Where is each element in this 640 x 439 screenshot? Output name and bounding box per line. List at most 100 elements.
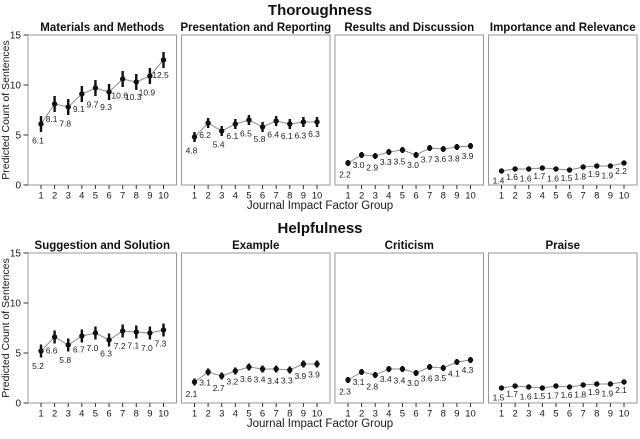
- data-point: [160, 57, 167, 63]
- x-tick-label: 4: [79, 191, 84, 202]
- series-line: [347, 359, 471, 381]
- value-label: 1.6: [547, 174, 559, 184]
- data-point: [38, 121, 44, 127]
- data-point: [454, 144, 460, 150]
- value-label: 7.2: [114, 341, 126, 351]
- data-point: [300, 119, 307, 125]
- value-label: 10.6: [111, 91, 128, 101]
- data-point: [65, 342, 71, 348]
- panel-box: [334, 252, 484, 404]
- panel-box: [488, 34, 638, 186]
- y-axis-label: Predicted Count of Sentences: [0, 40, 12, 180]
- value-label: 3.4: [394, 376, 406, 386]
- x-tick-label: 4: [233, 191, 238, 202]
- panel-title: Criticism: [385, 240, 434, 252]
- value-label: 1.5: [533, 391, 545, 401]
- x-tick-label: 2: [512, 409, 517, 420]
- x-tick-label: 8: [594, 191, 599, 202]
- value-label: 1.6: [506, 172, 518, 182]
- x-tick-label: 2: [512, 191, 517, 202]
- x-axis-label-top: Journal Impact Factor Group: [246, 200, 394, 212]
- data-point: [259, 124, 266, 130]
- value-label: 1.9: [588, 169, 600, 179]
- x-tick-label: 10: [465, 191, 476, 202]
- x-tick-label: 7: [427, 191, 432, 202]
- x-tick-label: 8: [441, 191, 446, 202]
- x-tick-label: 10: [465, 409, 476, 420]
- value-label: 1.5: [493, 393, 505, 403]
- value-label: 2.2: [615, 166, 627, 176]
- x-tick-label: 9: [454, 409, 459, 420]
- panel-title: Materials and Methods: [40, 22, 164, 34]
- value-label: 2.1: [615, 385, 627, 395]
- data-point: [287, 367, 293, 373]
- x-tick-label: 2: [205, 409, 210, 420]
- panel-title: Presentation and Reporting: [180, 22, 331, 34]
- panel-title: Example: [232, 240, 279, 252]
- data-point: [273, 118, 279, 124]
- data-point: [246, 364, 252, 370]
- value-label: 3.6: [240, 374, 252, 384]
- value-label: 9.7: [87, 100, 99, 110]
- x-tick-label: 6: [106, 409, 111, 420]
- data-point: [607, 381, 614, 387]
- value-label: 1.7: [547, 391, 559, 401]
- x-tick-label: 8: [134, 191, 139, 202]
- panel-title: Results and Discussion: [344, 22, 474, 34]
- x-tick-label: 4: [386, 409, 391, 420]
- x-tick-label: 2: [52, 409, 57, 420]
- data-point: [300, 361, 307, 367]
- data-point: [119, 328, 126, 334]
- data-point: [287, 121, 293, 127]
- x-tick-label: 3: [219, 191, 224, 202]
- data-point: [79, 333, 85, 339]
- value-label: 4.8: [186, 146, 198, 156]
- value-label: 3.6: [434, 154, 446, 164]
- x-tick-label: 7: [581, 409, 586, 420]
- x-tick-label: 2: [205, 191, 210, 202]
- value-label: 6.4: [267, 130, 279, 140]
- data-point: [498, 385, 505, 391]
- data-point: [580, 382, 586, 388]
- x-tick-label: 6: [260, 191, 265, 202]
- x-tick-label: 1: [192, 409, 197, 420]
- x-tick-label: 4: [79, 409, 84, 420]
- value-label: 3.4: [380, 374, 392, 384]
- data-point: [566, 384, 573, 390]
- x-tick-label: 7: [274, 409, 279, 420]
- value-label: 5.4: [213, 140, 225, 150]
- panel-box: [488, 252, 638, 404]
- x-tick-label: 7: [120, 409, 125, 420]
- value-label: 3.9: [462, 151, 474, 161]
- data-point: [413, 152, 419, 158]
- x-tick-label: 2: [359, 409, 364, 420]
- data-point: [106, 89, 112, 95]
- data-point: [467, 357, 474, 363]
- value-label: 2.2: [339, 170, 351, 180]
- value-label: 10.3: [125, 92, 142, 102]
- value-label: 1.5: [561, 173, 573, 183]
- x-tick-label: 3: [526, 191, 531, 202]
- value-label: 1.7: [533, 171, 545, 181]
- value-label: 3.1: [353, 377, 365, 387]
- x-tick-label: 7: [120, 191, 125, 202]
- value-label: 3.5: [434, 373, 446, 383]
- y-tick-label: 15: [10, 249, 22, 260]
- data-point: [621, 379, 627, 385]
- value-label: 6.6: [46, 346, 58, 356]
- x-tick-label: 9: [147, 191, 152, 202]
- x-tick-label: 9: [608, 409, 613, 420]
- series-line: [40, 59, 164, 125]
- data-point: [498, 168, 505, 174]
- data-point: [553, 166, 559, 172]
- x-tick-label: 1: [38, 191, 43, 202]
- x-tick-label: 5: [400, 191, 405, 202]
- data-point: [621, 160, 627, 166]
- data-point: [160, 327, 167, 333]
- data-point: [440, 146, 446, 152]
- x-tick-label: 3: [373, 191, 378, 202]
- x-tick-label: 8: [594, 409, 599, 420]
- row-title-thoroughness: Thoroughness: [267, 2, 373, 19]
- x-tick-label: 4: [540, 409, 545, 420]
